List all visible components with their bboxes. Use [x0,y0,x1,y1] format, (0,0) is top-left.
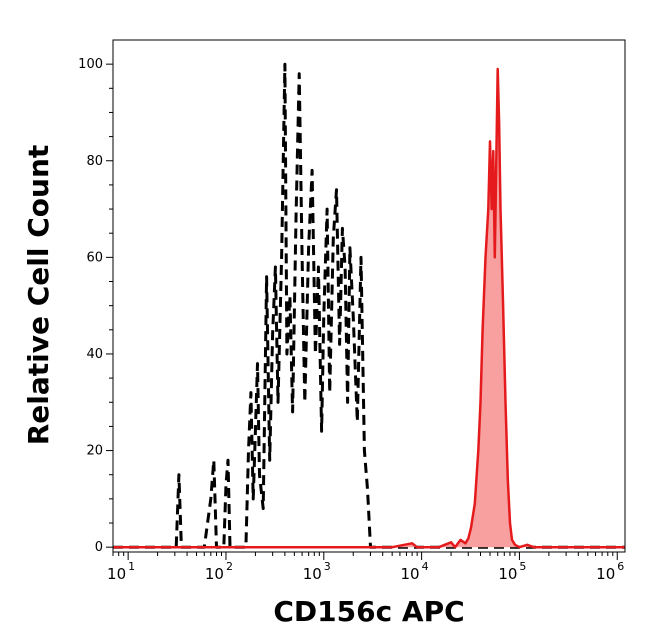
x-tick-exponent: 3 [324,560,331,573]
x-tick-exponent: 5 [519,560,526,573]
x-tick-label: 10 [596,565,615,583]
plot-area [113,62,625,549]
x-tick-exponent: 2 [226,560,233,573]
x-tick-label: 10 [107,565,126,583]
plot-frame [112,39,626,553]
x-tick-label: 10 [401,565,420,583]
series-line-1 [113,67,625,549]
x-tick-exponent: 6 [617,560,624,573]
x-tick-label: 10 [303,565,322,583]
x-tick-exponent: 4 [422,560,429,573]
series-line-0 [113,62,625,549]
x-tick-label: 10 [205,565,224,583]
y-tick-label: 40 [86,347,103,362]
y-axis-title: Relative Cell Count [22,145,55,446]
y-tick-label: 100 [78,57,103,72]
y-tick-label: 0 [95,540,103,555]
x-axis-title: CD156c APC [273,595,464,628]
y-tick-label: 80 [86,154,103,169]
x-tick-exponent: 1 [128,560,135,573]
series-fill-1 [113,69,625,548]
x-tick-label: 10 [498,565,517,583]
y-tick-label: 60 [86,250,103,265]
y-tick-label: 20 [86,444,103,459]
